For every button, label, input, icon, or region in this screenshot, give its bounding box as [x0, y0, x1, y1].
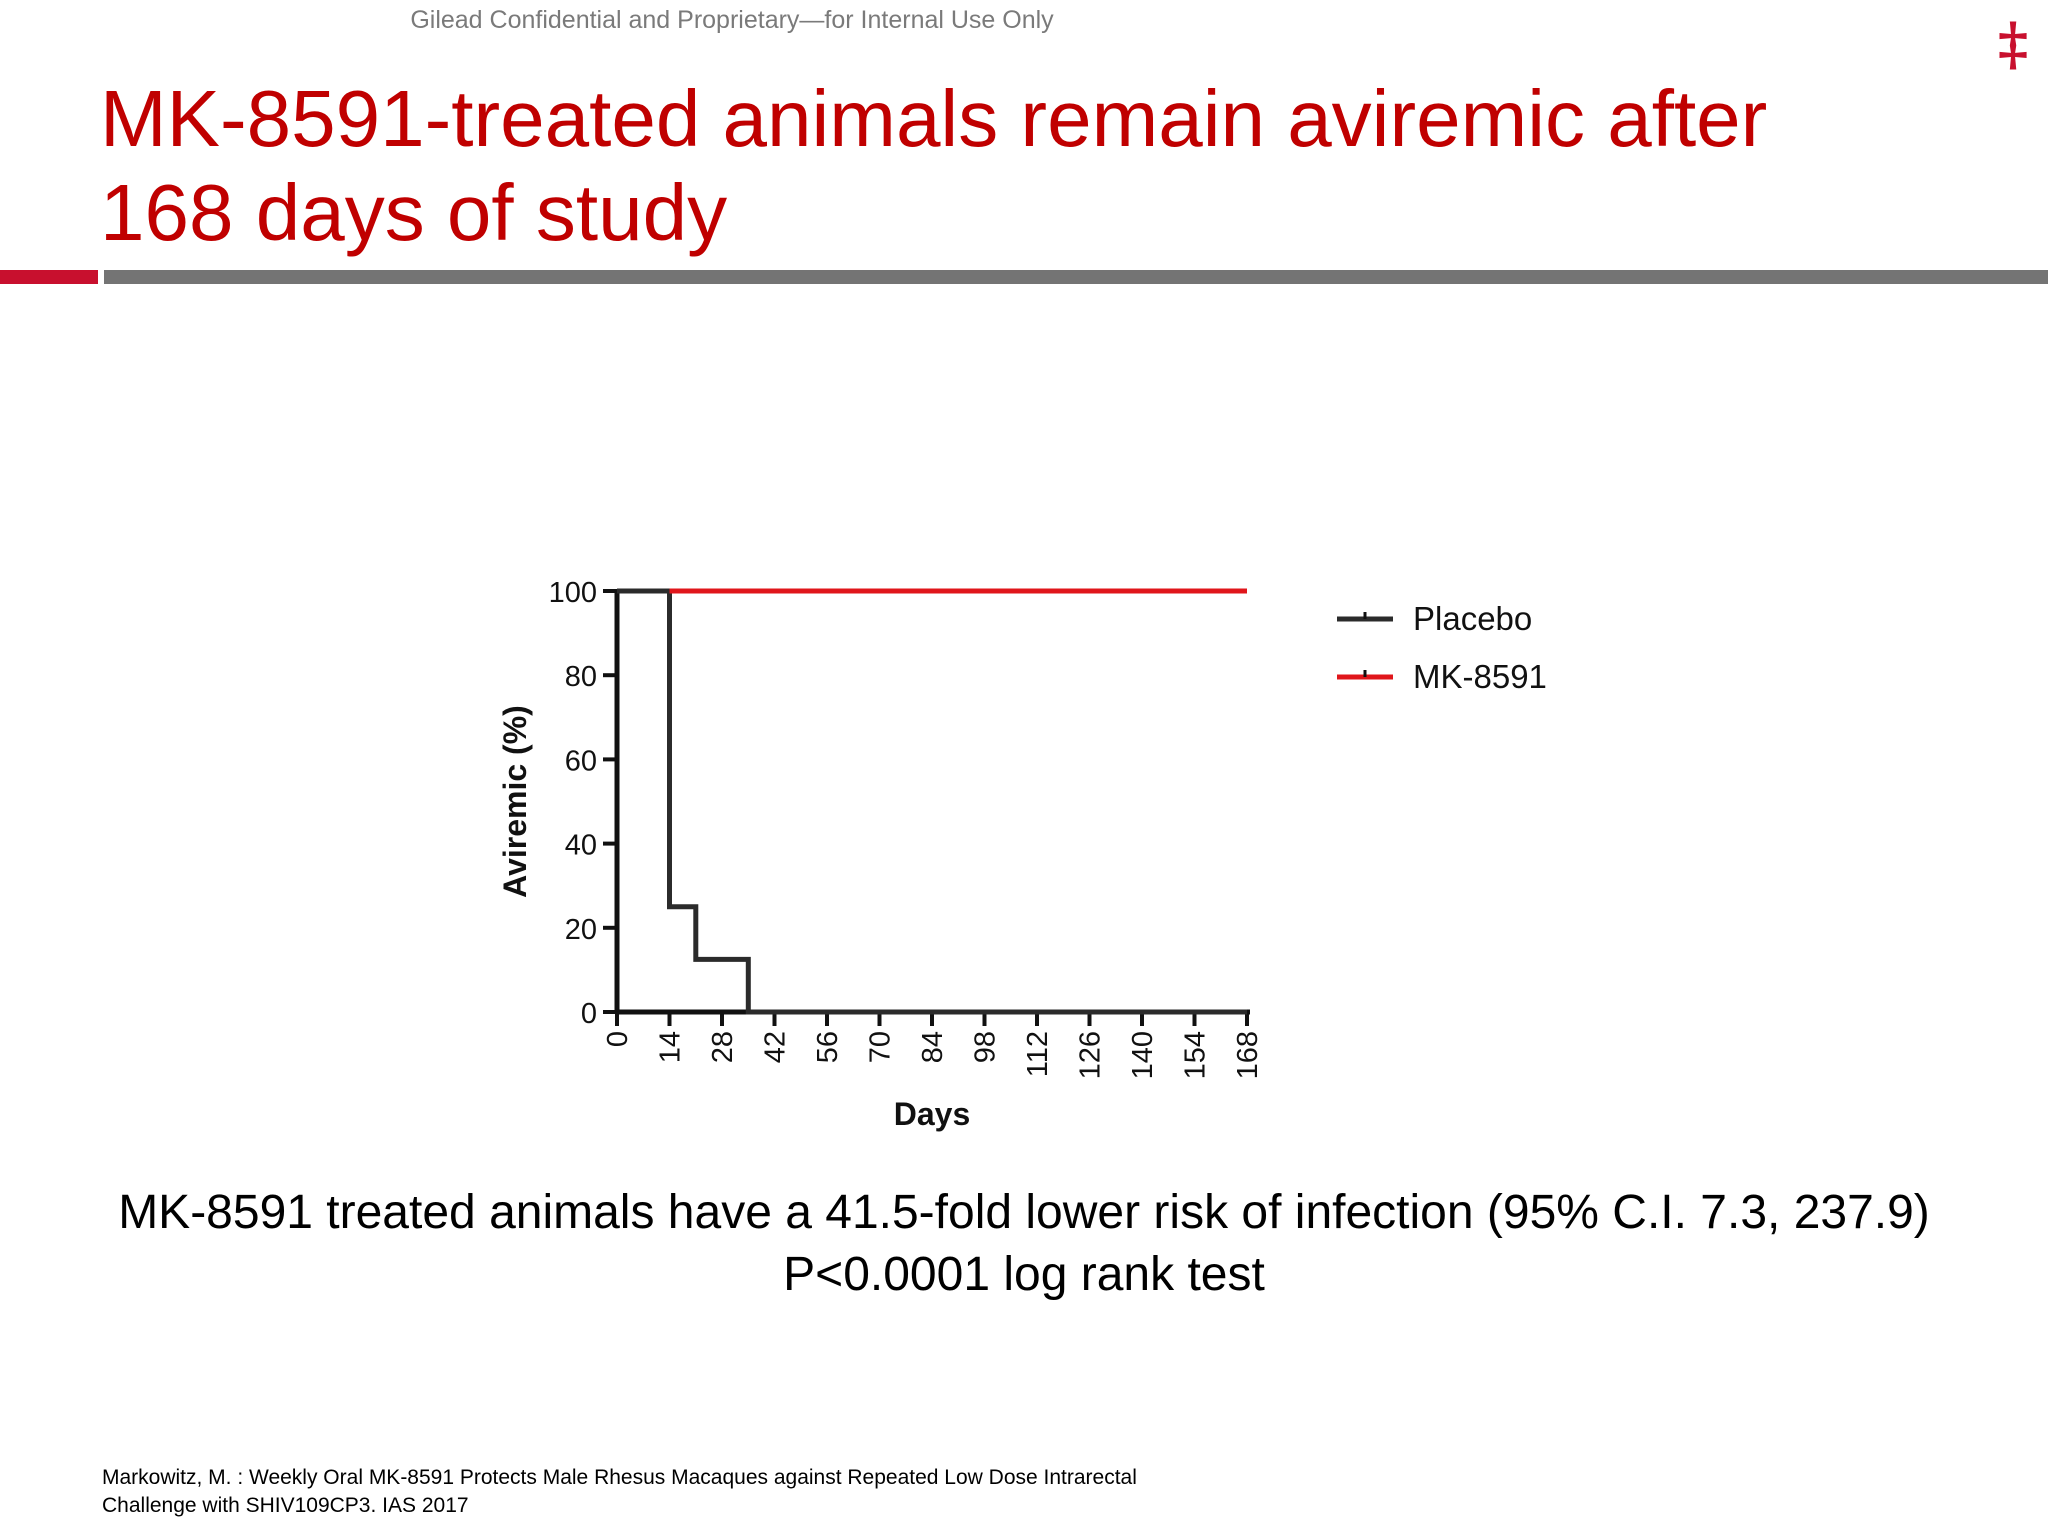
y-tick-label: 0 [581, 998, 597, 1030]
caption-line-1: MK-8591 treated animals have a 41.5-fold… [118, 1186, 1930, 1239]
x-tick-label: 42 [760, 1031, 792, 1063]
company-logo: ‡ [1997, 10, 2029, 78]
y-tick-label: 80 [565, 661, 597, 693]
legend-label-mk-8591: MK-8591 [1413, 658, 1547, 695]
slide-title: MK-8591-treated animals remain aviremic … [100, 72, 1940, 260]
y-tick-label: 100 [549, 577, 597, 609]
x-tick-label: 70 [865, 1031, 897, 1063]
x-tick-label: 168 [1232, 1031, 1264, 1079]
y-axis-title: Aviremic (%) [497, 705, 533, 898]
citation: Markowitz, M. : Weekly Oral MK-8591 Prot… [102, 1464, 1402, 1520]
x-tick-label: 154 [1180, 1031, 1212, 1079]
y-tick-label: 60 [565, 745, 597, 777]
caption-line-2: P<0.0001 log rank test [783, 1248, 1265, 1301]
x-tick-label: 84 [917, 1031, 949, 1063]
slide-title-line-2: 168 days of study [100, 168, 728, 257]
title-rule [104, 270, 2048, 284]
citation-line-1: Markowitz, M. : Weekly Oral MK-8591 Prot… [102, 1466, 1137, 1489]
x-tick-label: 98 [970, 1031, 1002, 1063]
slide-title-line-1: MK-8591-treated animals remain aviremic … [100, 74, 1768, 163]
y-tick-label: 40 [565, 830, 597, 862]
result-caption: MK-8591 treated animals have a 41.5-fold… [0, 1182, 2048, 1306]
x-tick-label: 126 [1075, 1031, 1107, 1079]
citation-line-2: Challenge with SHIV109CP3. IAS 2017 [102, 1494, 469, 1517]
x-tick-label: 28 [707, 1031, 739, 1063]
x-tick-label: 140 [1127, 1031, 1159, 1079]
x-tick-label: 112 [1022, 1031, 1054, 1077]
x-tick-label: 0 [602, 1031, 634, 1047]
y-tick-label: 20 [565, 914, 597, 946]
series-line-placebo [617, 588, 1247, 1015]
x-tick-label: 56 [812, 1031, 844, 1063]
x-axis-title: Days [894, 1096, 971, 1132]
legend-label-placebo: Placebo [1413, 600, 1532, 637]
title-rule-accent [0, 270, 98, 284]
x-tick-label: 14 [655, 1031, 687, 1063]
confidential-notice: Gilead Confidential and Proprietary—for … [410, 6, 1054, 34]
